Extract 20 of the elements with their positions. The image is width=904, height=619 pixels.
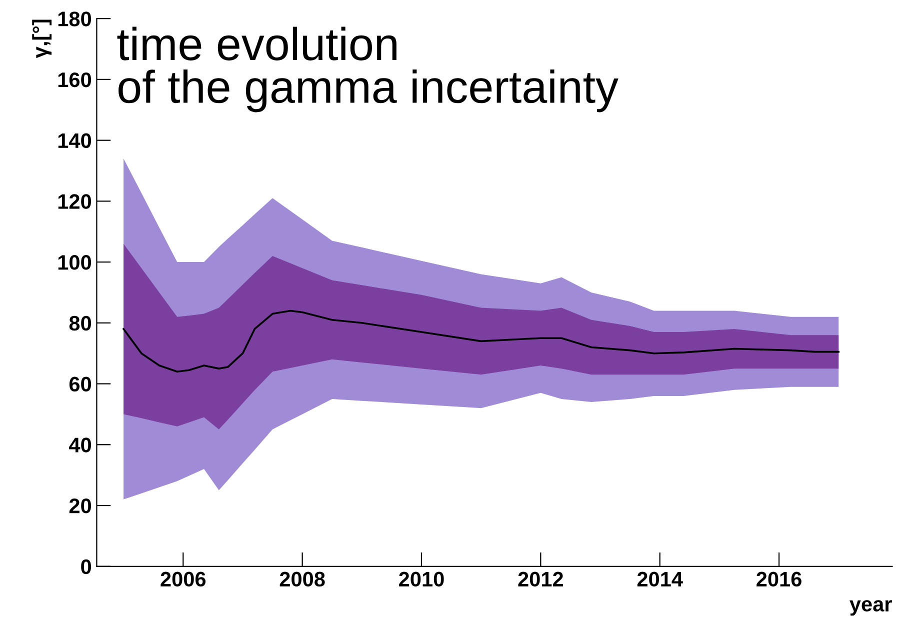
y-tick-label: 80 — [69, 316, 92, 331]
y-tick-label: 0 — [81, 559, 92, 574]
y-tick-label: 140 — [58, 133, 92, 148]
x-tick-label: 2008 — [280, 572, 325, 587]
y-tick-label: 40 — [69, 438, 92, 452]
x-axis-title: year — [850, 600, 892, 616]
y-tick-label: 20 — [69, 498, 92, 514]
y-tick-label: 180 — [58, 12, 92, 26]
x-tick-label: 2014 — [637, 572, 683, 587]
text: time evolution of the gamma incertainty — [117, 26, 618, 112]
y-tick-label: 60 — [69, 376, 92, 392]
x-tick-label: 2016 — [756, 572, 802, 587]
x-tick-label: 2012 — [518, 572, 564, 587]
line-series — [122, 310, 840, 373]
y-tick-label: 100 — [58, 255, 92, 270]
x-tick-label: 2010 — [399, 572, 444, 587]
y-axis-title: γ,[°] — [32, 20, 52, 58]
x-tick-label: 2006 — [160, 572, 206, 587]
y-tick-label: 160 — [58, 72, 92, 88]
y-tick-label: 120 — [58, 194, 92, 209]
